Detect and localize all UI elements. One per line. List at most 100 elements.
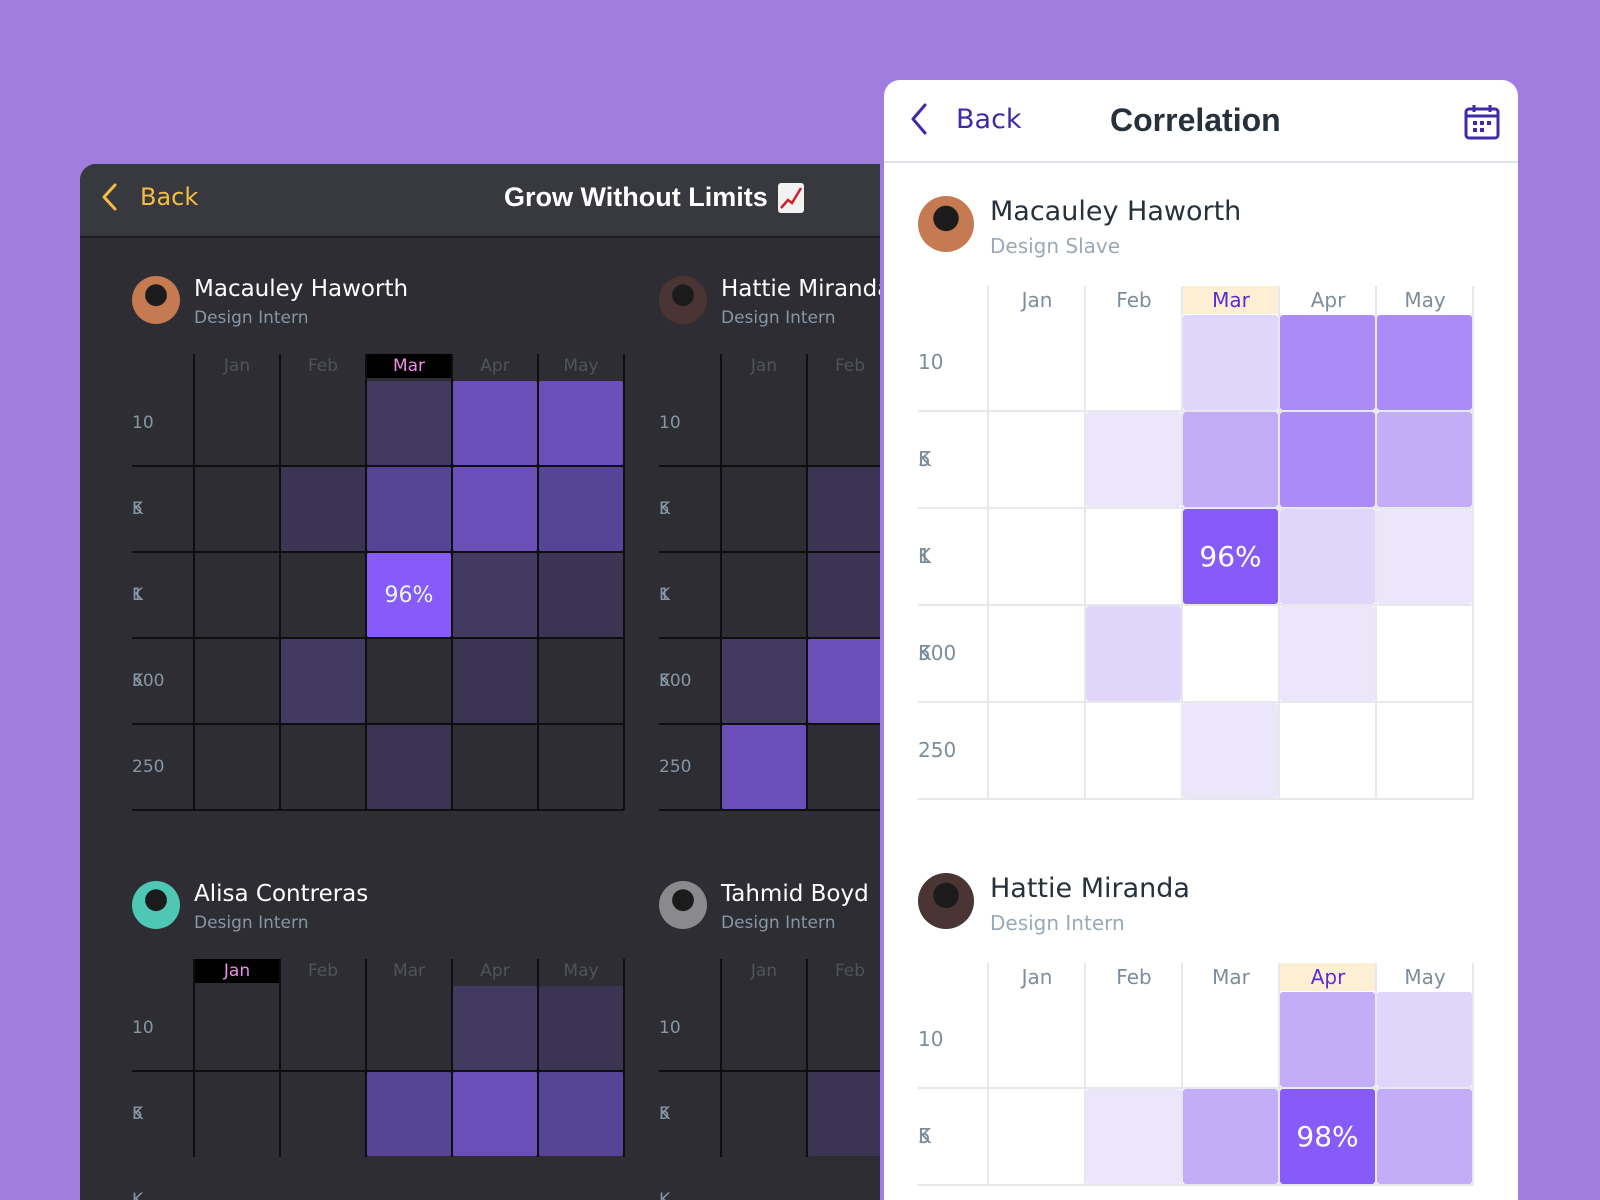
heatmap-cell[interactable] [722, 1072, 806, 1156]
heatmap-cell[interactable] [1377, 509, 1472, 604]
heatmap-cell[interactable] [808, 553, 880, 637]
heatmap-cell[interactable] [281, 986, 365, 1070]
heatmap-cell[interactable] [1377, 703, 1472, 798]
heatmap-cell[interactable] [1086, 412, 1181, 507]
heatmap-cell[interactable] [367, 725, 451, 809]
heatmap-cell[interactable] [722, 467, 806, 551]
month-header[interactable]: May [563, 356, 599, 376]
heatmap-cell[interactable] [195, 725, 279, 809]
heatmap-cell[interactable] [1086, 509, 1181, 604]
heatmap-cell[interactable] [1086, 703, 1181, 798]
month-header[interactable]: May [563, 961, 599, 981]
heatmap-cell[interactable] [1086, 1089, 1181, 1184]
heatmap-cell[interactable] [367, 639, 451, 723]
month-header[interactable]: Apr [1280, 963, 1376, 991]
month-header[interactable]: Jan [194, 959, 280, 983]
month-header[interactable]: Mar [366, 354, 452, 378]
heatmap-cell[interactable] [808, 1072, 880, 1156]
heatmap-cell[interactable] [722, 553, 806, 637]
month-header[interactable]: Jan [750, 961, 778, 981]
heatmap-cell[interactable] [539, 467, 623, 551]
heatmap-peak-cell[interactable]: 98% [1280, 1089, 1375, 1184]
month-header[interactable]: Mar [392, 961, 426, 981]
month-header[interactable]: Feb [1116, 965, 1152, 989]
heatmap-peak-cell[interactable]: 96% [367, 553, 451, 637]
month-header[interactable]: Jan [1021, 288, 1053, 312]
heatmap-cell[interactable] [722, 725, 806, 809]
heatmap-cell[interactable] [195, 1072, 279, 1156]
calendar-icon[interactable] [1464, 104, 1500, 140]
dark-back-button[interactable]: Back [100, 182, 198, 212]
heatmap-cell[interactable] [1086, 606, 1181, 701]
heatmap-cell[interactable] [1280, 703, 1375, 798]
heatmap-cell[interactable] [539, 1072, 623, 1156]
month-header[interactable]: Feb [1116, 288, 1152, 312]
heatmap-cell[interactable] [989, 1089, 1084, 1184]
heatmap-cell[interactable] [989, 412, 1084, 507]
heatmap-cell[interactable] [281, 1072, 365, 1156]
heatmap-cell[interactable] [281, 553, 365, 637]
heatmap-cell[interactable] [1183, 606, 1278, 701]
heatmap-cell[interactable] [281, 467, 365, 551]
heatmap-cell[interactable] [1183, 992, 1278, 1087]
heatmap-cell[interactable] [989, 509, 1084, 604]
heatmap-cell[interactable] [989, 703, 1084, 798]
month-header[interactable]: Jan [750, 356, 778, 376]
heatmap-cell[interactable] [1377, 606, 1472, 701]
month-header[interactable]: Apr [480, 356, 510, 376]
heatmap-cell[interactable] [1086, 315, 1181, 410]
heatmap-cell[interactable] [195, 986, 279, 1070]
heatmap-cell[interactable] [539, 553, 623, 637]
heatmap-cell[interactable] [1280, 992, 1375, 1087]
heatmap-cell[interactable] [1183, 1089, 1278, 1184]
month-header[interactable]: Jan [223, 356, 251, 376]
heatmap-cell[interactable] [281, 381, 365, 465]
heatmap-cell[interactable] [195, 639, 279, 723]
dark-user-card[interactable]: Alisa Contreras Design Intern Jan Feb Mar Apr… [132, 881, 625, 1200]
month-header[interactable]: Apr [480, 961, 510, 981]
month-header[interactable]: Mar [1183, 286, 1279, 314]
correlation-user-card[interactable]: Macauley Haworth Design Slave Jan Feb Mar Apr… [918, 196, 1488, 836]
heatmap-cell[interactable] [1280, 315, 1375, 410]
heatmap-cell[interactable] [989, 606, 1084, 701]
month-header[interactable]: May [1404, 288, 1446, 312]
heatmap-cell[interactable] [1183, 412, 1278, 507]
heatmap-cell[interactable] [1377, 315, 1472, 410]
heatmap-cell[interactable] [453, 725, 537, 809]
heatmap-cell[interactable] [1377, 992, 1472, 1087]
month-header[interactable]: May [1404, 965, 1446, 989]
heatmap-cell[interactable] [281, 639, 365, 723]
heatmap-cell[interactable] [453, 986, 537, 1070]
heatmap-cell[interactable] [1280, 412, 1375, 507]
heatmap-cell[interactable] [808, 639, 880, 723]
heatmap-cell[interactable] [808, 467, 880, 551]
month-header[interactable]: Mar [1212, 965, 1250, 989]
heatmap-cell[interactable] [367, 467, 451, 551]
heatmap-cell[interactable] [722, 986, 806, 1070]
heatmap-cell[interactable] [453, 553, 537, 637]
heatmap-cell[interactable] [1183, 315, 1278, 410]
heatmap-cell[interactable] [539, 639, 623, 723]
heatmap-cell[interactable] [195, 553, 279, 637]
heatmap-peak-cell[interactable]: 96% [1183, 509, 1278, 604]
heatmap-cell[interactable] [1377, 1089, 1472, 1184]
light-back-button[interactable]: Back [908, 102, 1022, 136]
heatmap-cell[interactable] [539, 725, 623, 809]
heatmap-cell[interactable] [539, 986, 623, 1070]
heatmap-cell[interactable] [808, 725, 880, 809]
heatmap-cell[interactable] [808, 381, 880, 465]
heatmap-cell[interactable] [722, 639, 806, 723]
correlation-user-card[interactable]: Hattie Miranda Design Intern Jan Feb Mar Apr M… [918, 873, 1488, 1200]
heatmap-cell[interactable] [281, 725, 365, 809]
month-header[interactable]: Feb [307, 356, 339, 376]
heatmap-cell[interactable] [453, 381, 537, 465]
heatmap-cell[interactable] [722, 381, 806, 465]
month-header[interactable]: Apr [1310, 288, 1346, 312]
heatmap-cell[interactable] [1183, 703, 1278, 798]
month-header[interactable]: Feb [834, 356, 866, 376]
heatmap-cell[interactable] [453, 1072, 537, 1156]
heatmap-cell[interactable] [989, 992, 1084, 1087]
heatmap-cell[interactable] [367, 381, 451, 465]
heatmap-cell[interactable] [1280, 606, 1375, 701]
